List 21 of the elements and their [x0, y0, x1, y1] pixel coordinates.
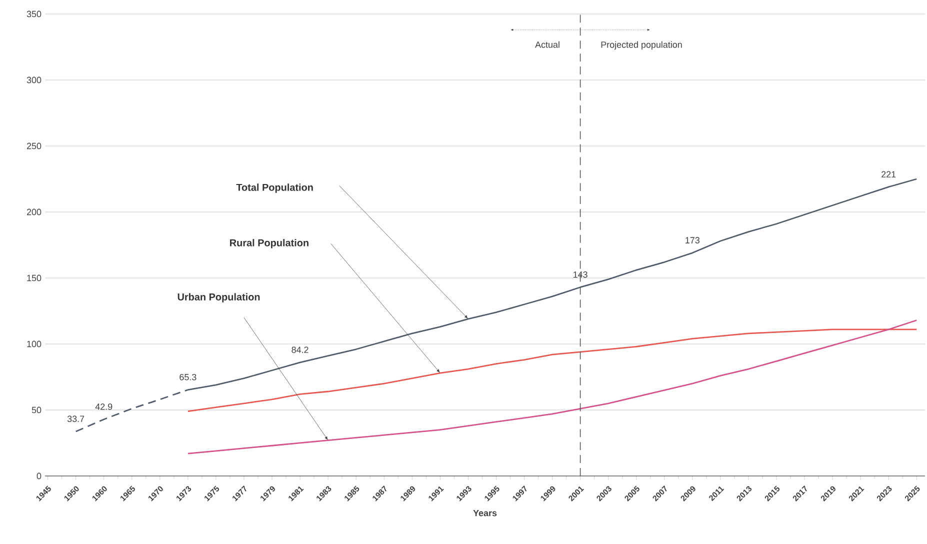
annotation: 173 [686, 237, 700, 244]
y-tick-label: 350 [26, 10, 42, 18]
annotation: Actual [535, 41, 560, 48]
annotation: Rural Population [230, 239, 308, 248]
y-tick-label: 300 [26, 76, 42, 84]
annotation: 33.7 [67, 416, 84, 422]
annotation: Total Population [236, 184, 313, 193]
annotation: 65.3 [180, 374, 196, 380]
annotation: 221 [882, 171, 896, 178]
y-tick-label: 150 [27, 274, 42, 282]
y-tick-label: 0 [36, 472, 42, 480]
annotation: Urban Population [178, 293, 260, 302]
y-tick-label: 50 [32, 406, 42, 414]
annotation: Projected population [601, 41, 682, 50]
annotation: 143 [574, 271, 588, 278]
annotation: 42.9 [95, 404, 112, 410]
annotation: 84.2 [292, 346, 308, 353]
y-tick-label: 250 [26, 142, 42, 150]
x-axis-title: Years [473, 510, 497, 516]
y-tick-label: 100 [27, 340, 42, 348]
y-tick-label: 200 [26, 208, 42, 216]
